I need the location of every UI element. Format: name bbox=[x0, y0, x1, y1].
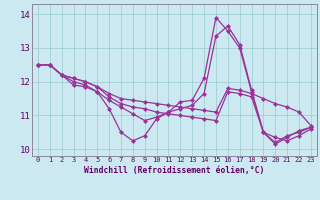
X-axis label: Windchill (Refroidissement éolien,°C): Windchill (Refroidissement éolien,°C) bbox=[84, 166, 265, 175]
